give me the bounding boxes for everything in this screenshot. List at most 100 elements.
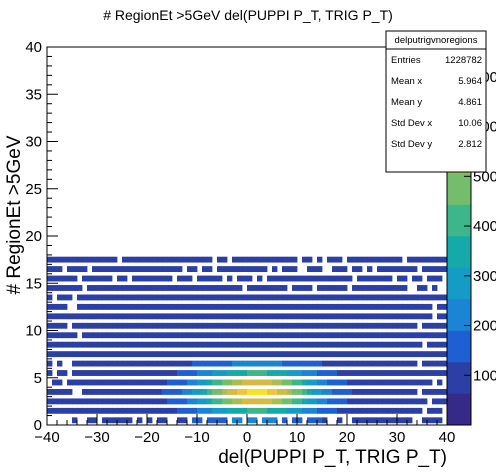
heatmap-cell — [187, 275, 193, 282]
heatmap-cell — [282, 303, 288, 310]
heatmap-cell — [257, 351, 263, 358]
heatmap-cell — [377, 417, 383, 424]
heatmap-cell — [222, 266, 228, 273]
heatmap-cell — [252, 370, 258, 376]
heatmap-cell — [47, 266, 53, 273]
heatmap-cell — [282, 398, 288, 405]
heatmap-cell — [422, 294, 428, 301]
heatmap-cell — [442, 266, 448, 273]
heatmap-cell — [437, 303, 443, 310]
heatmap-cell — [227, 303, 233, 310]
heatmap-cell — [147, 351, 153, 358]
heatmap-cell — [292, 351, 298, 358]
heatmap-cell — [227, 389, 233, 395]
x-tick-label: 10 — [289, 429, 306, 446]
heatmap-cell — [317, 266, 323, 273]
heatmap-cell — [272, 417, 278, 424]
heatmap-cell — [372, 313, 378, 320]
heatmap-cell — [152, 294, 158, 301]
heatmap-cell — [367, 294, 373, 301]
heatmap-cell — [332, 370, 338, 376]
heatmap-cell — [52, 341, 58, 348]
heatmap-cell — [377, 360, 383, 367]
heatmap-cell — [247, 407, 253, 414]
heatmap-cell — [392, 398, 398, 405]
heatmap-cell — [47, 294, 53, 301]
heatmap-cell — [207, 407, 213, 414]
heatmap-cell — [347, 407, 353, 414]
heatmap-cell — [102, 379, 108, 386]
heatmap-cell — [387, 341, 393, 348]
heatmap-cell — [422, 322, 428, 329]
heatmap-cell — [312, 303, 318, 310]
heatmap-cell — [357, 332, 363, 339]
heatmap-cell — [152, 370, 158, 376]
heatmap-cell — [307, 266, 313, 273]
heatmap-cell — [117, 389, 123, 395]
heatmap-cell — [297, 398, 303, 405]
heatmap-cell — [87, 417, 93, 424]
heatmap-cell — [182, 360, 188, 367]
heatmap-cell — [292, 322, 298, 329]
heatmap-cell — [132, 389, 138, 395]
heatmap-cell — [202, 266, 208, 273]
stats-label: Std Dev y — [391, 139, 432, 150]
heatmap-cell — [397, 285, 403, 291]
heatmap-cell — [47, 322, 53, 329]
y-axis-title: # RegionEt >5GeV — [4, 135, 25, 294]
heatmap-cell — [427, 303, 433, 310]
stats-label: Entries — [391, 55, 421, 66]
heatmap-cell — [307, 256, 313, 263]
heatmap-cell — [292, 313, 298, 320]
heatmap-cell — [432, 294, 438, 301]
heatmap-cell — [332, 398, 338, 405]
heatmap-cell — [422, 360, 428, 367]
heatmap-cell — [387, 370, 393, 376]
heatmap-cell — [267, 389, 273, 395]
heatmap-cell — [267, 370, 273, 376]
heatmap-cell — [362, 370, 368, 376]
heatmap-cell — [162, 256, 168, 263]
heatmap-cell — [252, 341, 258, 348]
heatmap-cell — [372, 360, 378, 367]
heatmap-cell — [112, 266, 118, 273]
heatmap-cell — [342, 313, 348, 320]
heatmap-cell — [167, 389, 173, 395]
heatmap-cell — [317, 322, 323, 329]
heatmap-cell — [137, 313, 143, 320]
y-tick-label: 0 — [34, 417, 42, 434]
heatmap-cell — [67, 285, 73, 291]
heatmap-cell — [67, 389, 73, 395]
heatmap-cell — [302, 332, 308, 339]
heatmap-cell — [162, 351, 168, 358]
heatmap-cell — [267, 351, 273, 358]
heatmap-cell — [277, 379, 283, 386]
heatmap-cell — [97, 341, 103, 348]
heatmap-cell — [132, 407, 138, 414]
heatmap-cell — [117, 351, 123, 358]
heatmap-cell — [197, 398, 203, 405]
y-tick-label: 25 — [25, 181, 42, 198]
heatmap-cell — [247, 256, 253, 263]
heatmap-cell — [267, 303, 273, 310]
heatmap-cell — [417, 256, 423, 263]
heatmap-cell — [297, 341, 303, 348]
heatmap-cell — [317, 256, 323, 263]
heatmap-cell — [267, 360, 273, 367]
heatmap-cell — [412, 322, 418, 329]
heatmap-cell — [357, 417, 363, 424]
heatmap-cell — [177, 303, 183, 310]
heatmap-cell — [152, 407, 158, 414]
heatmap-cell — [397, 379, 403, 386]
heatmap-cell — [197, 389, 203, 395]
heatmap-cell — [252, 379, 258, 386]
heatmap-cell — [337, 341, 343, 348]
heatmap-cell — [222, 389, 228, 395]
heatmap-cell — [102, 275, 108, 282]
heatmap-cell — [312, 341, 318, 348]
heatmap-cell — [47, 332, 53, 339]
heatmap-cell — [417, 332, 423, 339]
heatmap-cell — [92, 389, 98, 395]
heatmap-cell — [392, 322, 398, 329]
heatmap-cell — [52, 266, 58, 273]
